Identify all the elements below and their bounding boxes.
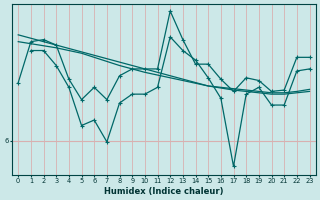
X-axis label: Humidex (Indice chaleur): Humidex (Indice chaleur)	[104, 187, 224, 196]
